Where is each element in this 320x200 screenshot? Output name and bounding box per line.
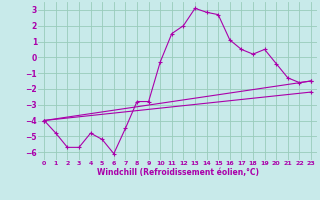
X-axis label: Windchill (Refroidissement éolien,°C): Windchill (Refroidissement éolien,°C) bbox=[97, 168, 259, 177]
